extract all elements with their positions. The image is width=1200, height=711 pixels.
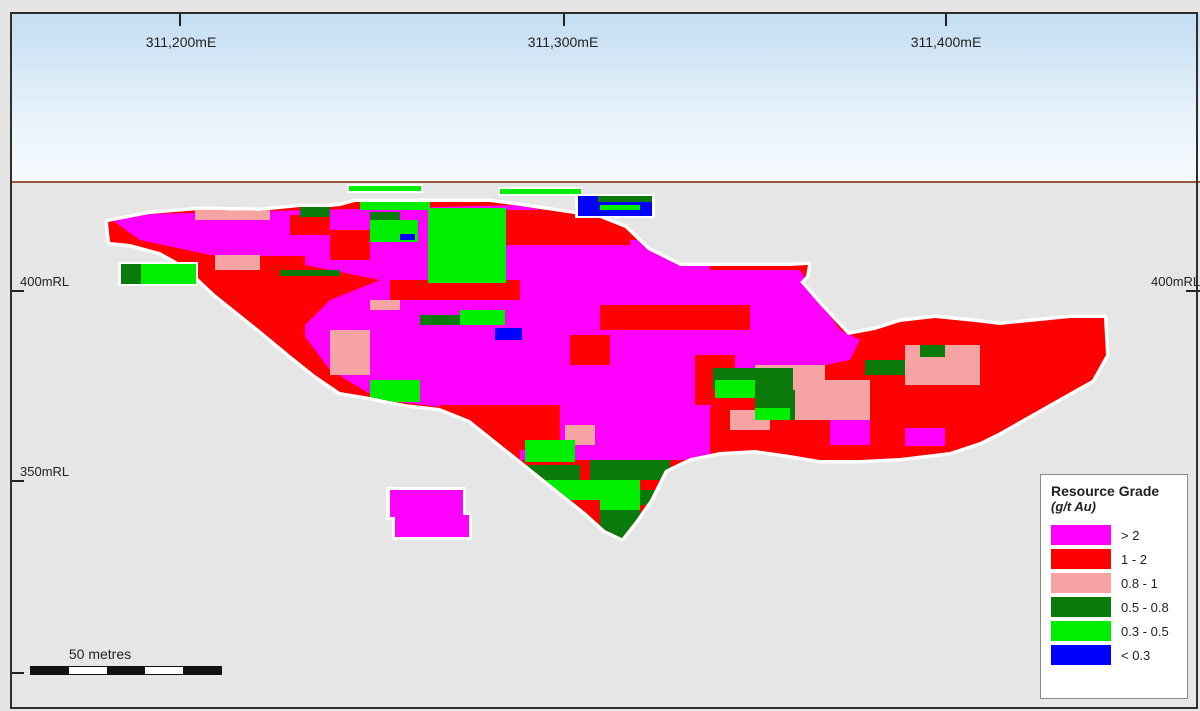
legend-title: Resource Grade — [1051, 483, 1160, 499]
legend-label: < 0.3 — [1121, 647, 1151, 663]
legend-swatch — [1051, 573, 1111, 593]
legend-swatch — [1051, 621, 1111, 641]
easting-tick — [563, 12, 565, 26]
legend-swatch — [1051, 645, 1111, 665]
rl-label-350: 350mRL — [20, 464, 70, 479]
legend-item: 1 - 2 — [1051, 547, 1187, 571]
rl-label-400-right: 400mRL — [1151, 274, 1200, 289]
grade-blocks — [108, 202, 1106, 538]
legend-label: > 2 — [1121, 527, 1140, 543]
legend-swatch — [1051, 525, 1111, 545]
legend-swatch — [1051, 549, 1111, 569]
scale-bar-label: 50 metres — [68, 646, 132, 662]
legend-item: < 0.3 — [1051, 643, 1187, 667]
rl-label-400: 400mRL — [20, 274, 70, 289]
rl-tick — [10, 290, 24, 292]
rl-tick — [1186, 290, 1200, 292]
rl-tick — [10, 480, 24, 482]
legend: Resource Grade (g/t Au) > 2 1 - 2 0.8 - … — [1040, 474, 1188, 699]
topography-line — [10, 181, 1200, 183]
easting-label: 311,300mE — [527, 34, 599, 50]
legend-label: 0.5 - 0.8 — [1121, 599, 1169, 615]
legend-swatch — [1051, 597, 1111, 617]
legend-item: 0.8 - 1 — [1051, 571, 1187, 595]
easting-label: 311,200mE — [145, 34, 217, 50]
legend-label: 0.3 - 0.5 — [1121, 623, 1169, 639]
legend-label: 0.8 - 1 — [1121, 575, 1158, 591]
legend-item: 0.3 - 0.5 — [1051, 619, 1187, 643]
scale-bar: 50 metres — [30, 646, 222, 675]
easting-tick — [179, 12, 181, 26]
legend-unit: (g/t Au) — [1051, 499, 1096, 514]
rl-tick — [10, 672, 24, 674]
sky-area — [10, 12, 1200, 182]
legend-item: 0.5 - 0.8 — [1051, 595, 1187, 619]
easting-label: 311,400mE — [910, 34, 982, 50]
easting-tick — [945, 12, 947, 26]
detached-blocks — [118, 184, 655, 540]
legend-label: 1 - 2 — [1121, 551, 1148, 567]
scale-bar-segments — [30, 666, 222, 675]
legend-item: > 2 — [1051, 523, 1187, 547]
